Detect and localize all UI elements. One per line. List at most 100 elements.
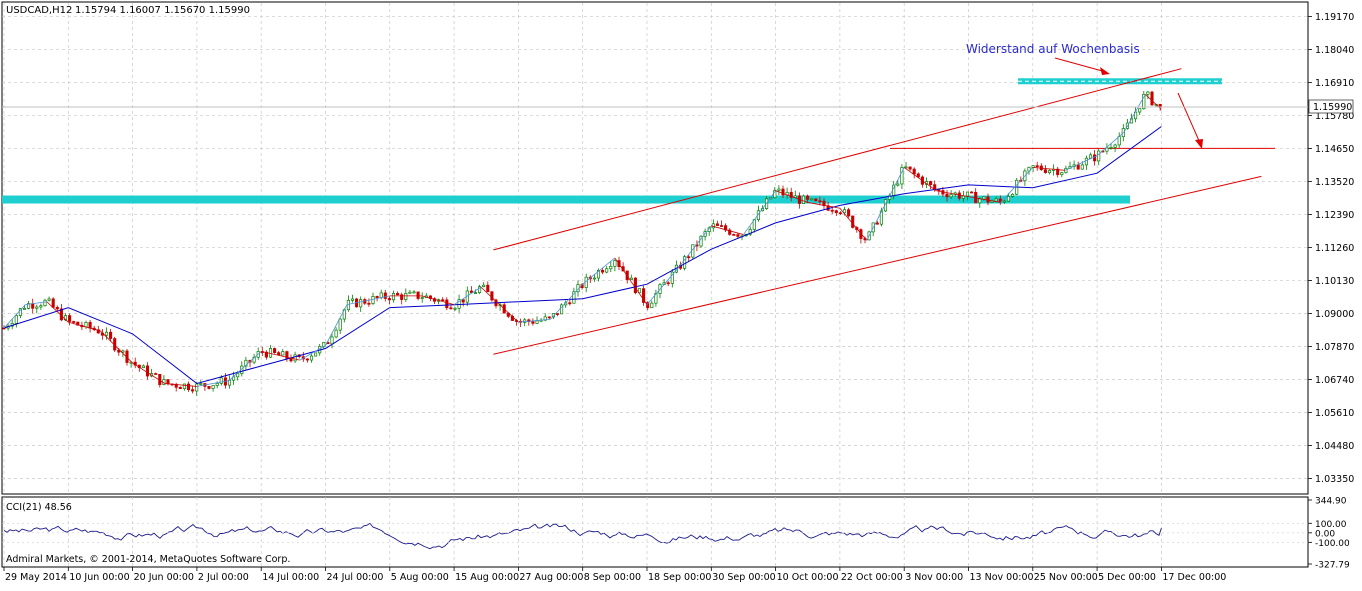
time-tick-label: 10 Oct 00:00	[777, 572, 839, 583]
zigzag-segment	[480, 286, 519, 323]
price-axis: 1.19170 1.18040 1.16910 1.15780 1.14650 1.135…	[1308, 12, 1354, 485]
candle-body	[736, 234, 740, 237]
candle-body	[285, 351, 289, 359]
candle-body	[748, 229, 752, 235]
candle-body	[531, 321, 535, 324]
candle-body	[412, 291, 416, 294]
candle-body	[555, 313, 560, 315]
annotation-arrow-line	[1054, 57, 1107, 73]
candle-body	[273, 348, 277, 353]
time-tick-label: 5 Aug 00:00	[391, 572, 449, 583]
candle-body	[883, 199, 888, 212]
candle-body	[27, 303, 31, 309]
candle-body	[1105, 147, 1109, 152]
candle-body	[314, 352, 318, 357]
zigzag-segment	[1064, 155, 1098, 171]
candle-body	[605, 268, 609, 273]
main-panel	[1, 1, 1309, 495]
zigzag-segment	[325, 304, 348, 346]
candle-body	[732, 234, 736, 236]
candle-body	[72, 321, 76, 323]
price-gridlines	[2, 16, 1308, 479]
chart-header-ohlc: 1.15794 1.16007 1.15670 1.15990	[75, 5, 250, 16]
candle-body	[978, 198, 982, 204]
candle-body	[359, 299, 363, 308]
candle-body	[1088, 154, 1093, 159]
zigzag-segment	[1032, 167, 1065, 171]
candle-body	[777, 188, 781, 191]
cci-tick-label: 0.00	[1315, 529, 1335, 539]
time-tick-label: 18 Sep 00:00	[648, 572, 711, 583]
candle-body	[486, 284, 490, 293]
zigzag-segment	[550, 283, 583, 320]
zigzag-segment	[839, 208, 867, 241]
candle-body	[51, 298, 55, 308]
candle-body	[371, 296, 375, 304]
zigzag-segment	[261, 350, 300, 361]
price-tick-label: 1.04480	[1315, 441, 1354, 452]
candle-body	[572, 291, 576, 304]
candle-body	[88, 321, 92, 329]
candle-body	[916, 173, 920, 178]
candle-body	[765, 198, 769, 209]
zigzag-segment	[25, 301, 47, 306]
zigzag-segment	[775, 190, 808, 203]
current-price-marker: 1.15990	[2, 99, 1354, 114]
candle-body	[1011, 193, 1015, 197]
candle-body	[96, 329, 100, 334]
candle-body	[244, 359, 248, 367]
candle-body	[482, 284, 486, 287]
zigzag-segment	[582, 257, 616, 285]
time-axis: 29 May 2014 10 Jun 00:00 20 Jun 00:00 2 Jul…	[3, 567, 1226, 583]
candle-body	[68, 315, 72, 322]
zigzag-segment	[866, 167, 905, 241]
moving-average	[3, 126, 1162, 385]
candle-body	[535, 320, 539, 324]
candle-body	[998, 198, 1002, 203]
candle-body	[847, 209, 851, 217]
candle-body	[391, 293, 396, 301]
time-tick-label: 27 Aug 00:00	[519, 572, 583, 583]
candle-body	[851, 215, 855, 228]
candle-body	[654, 293, 658, 304]
price-tick-label: 1.10130	[1315, 276, 1354, 287]
candle-body	[1113, 144, 1117, 148]
candle-body	[650, 302, 654, 309]
current-price-label: 1.15990	[1313, 102, 1352, 113]
support-zone-bar	[2, 195, 1130, 204]
target-arrow-head	[1195, 139, 1203, 149]
zigzag-segment	[132, 362, 165, 384]
candle-body	[547, 316, 551, 319]
candle-body	[104, 331, 109, 336]
candle-body	[1080, 164, 1084, 170]
candle-body	[346, 300, 350, 311]
candle-body	[31, 303, 35, 309]
candle-body	[896, 183, 900, 186]
candle-body	[592, 277, 596, 280]
zigzag-segment	[3, 304, 26, 329]
time-tick-label: 15 Aug 00:00	[455, 572, 519, 583]
candle-body	[408, 291, 412, 294]
channel-upper-line	[493, 68, 1182, 251]
candle-body	[478, 286, 482, 293]
candle-body	[473, 292, 478, 294]
zigzag-segment	[164, 383, 197, 387]
candle-body	[1138, 108, 1142, 113]
candle-body	[810, 198, 814, 201]
candle-body	[1060, 172, 1064, 176]
candle-body	[842, 209, 847, 214]
zigzag-segment	[743, 190, 776, 235]
arrows	[1054, 57, 1203, 149]
candle-body	[543, 316, 547, 321]
chart-header-symbol: USDCAD,H12	[6, 5, 72, 16]
candle-body	[22, 308, 27, 310]
time-tick-label: 30 Sep 00:00	[712, 572, 775, 583]
candle-body	[330, 336, 334, 345]
candle-body	[793, 195, 797, 198]
zones	[2, 78, 1275, 204]
candle-body	[670, 271, 674, 284]
cci-series-line	[3, 522, 1162, 550]
candle-body	[1150, 91, 1154, 106]
candle-body	[47, 298, 51, 301]
